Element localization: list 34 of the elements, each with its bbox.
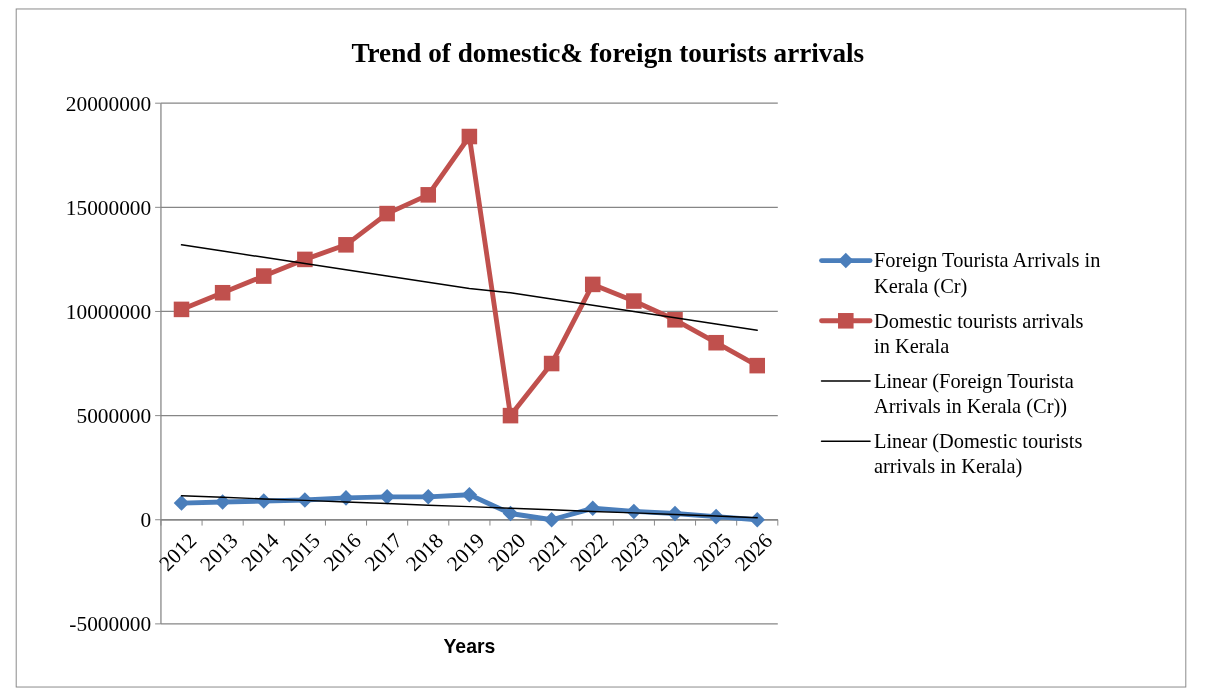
point (543, 355, 560, 372)
point (461, 486, 478, 503)
chart-title: Trend of domestic& foreign tourists arrivals (351, 38, 865, 69)
y-tick-label: 0 (140, 508, 152, 533)
point (461, 128, 478, 145)
point (338, 237, 354, 253)
y-tick-label: 5000000 (76, 404, 152, 429)
y-tick-label: 10000000 (65, 299, 152, 324)
x-axis-title: Years (443, 635, 496, 658)
point (173, 495, 190, 511)
point (626, 293, 642, 309)
point (379, 205, 395, 222)
line-series (180, 244, 758, 331)
point (420, 187, 437, 203)
point (379, 489, 395, 505)
point (173, 301, 190, 318)
point (584, 500, 601, 517)
y-tick-label: 20000000 (65, 91, 152, 116)
y-tick-label: 15000000 (65, 195, 152, 220)
point (749, 511, 766, 528)
point (584, 276, 601, 293)
legend-label: Linear (Domestic tourists arrivals in Kerala) (873, 430, 1083, 479)
legend-label: Linear (Foreign Tourista Arrivals in Kerala (Cr)) (873, 369, 1074, 419)
point (297, 251, 313, 268)
point (749, 357, 766, 374)
point (255, 268, 272, 284)
point (543, 511, 560, 528)
point (502, 407, 519, 424)
point (214, 284, 231, 301)
legend-label: Foreign Tourista Arrivals in Kerala (Cr) (873, 249, 1101, 298)
point (667, 312, 683, 328)
y-tick-label: -5000000 (69, 612, 152, 637)
legend-label: Domestic tourists arrivals in Kerala (873, 309, 1084, 357)
point (708, 334, 724, 351)
